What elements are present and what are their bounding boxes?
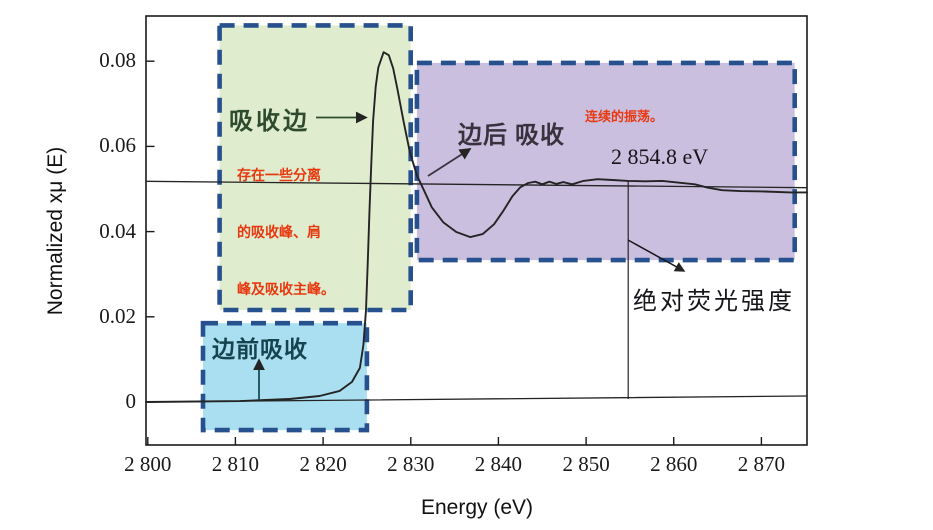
y-tick-label: 0.04 (99, 218, 136, 243)
pre-edge-baseline (145, 395, 808, 403)
post-edge-label: 边后 吸收 (458, 123, 565, 149)
x-tick-label: 2 800 (124, 452, 172, 476)
generated-plot-layer (145, 15, 808, 446)
post-edge-normalization-line (145, 180, 808, 189)
continuous-oscillation-note: 连续的振荡。 (585, 109, 664, 124)
pre-edge-label: 边前吸收 (212, 337, 308, 362)
x-tick-label: 2 840 (474, 452, 523, 476)
x-axis-label: Energy (eV) (420, 496, 534, 519)
edge-note-line-3: 峰及吸收主峰。 (237, 283, 335, 298)
region-pre-edge (200, 320, 370, 433)
x-tick-label: 2 850 (562, 452, 610, 476)
y-tick-label: 0 (125, 388, 137, 413)
absorption-spectrum (145, 51, 808, 403)
region-post-edge (414, 60, 797, 263)
edge-note-line-1: 存在一些分离 (237, 169, 321, 184)
x-tick-label: 2 830 (387, 452, 435, 476)
edge-note-line-2: 的吸收峰、肩 (237, 226, 321, 241)
x-tick-label: 2 820 (299, 452, 347, 476)
absorption-edge-label: 吸收边 (229, 109, 310, 135)
region-absorption-edge (217, 23, 414, 313)
energy-marker-label: 2 854.8 eV (611, 144, 709, 169)
x-tick-label: 2 870 (737, 452, 786, 476)
plot-frame (145, 15, 808, 446)
y-tick-label: 0.02 (99, 303, 136, 328)
absorption-edge-note: 存在一些分离 的吸收峰、肩 峰及吸收主峰。 (237, 129, 335, 338)
x-tick-label: 2 860 (650, 452, 698, 476)
annotation-arrows (253, 111, 686, 400)
fluorescence-pointer-arrow (627, 239, 686, 272)
post-edge-pointer-arrow (427, 148, 472, 177)
y-tick-label: 0.08 (99, 48, 136, 73)
y-tick-label: 0.06 (99, 133, 136, 158)
x-tick-label: 2 810 (211, 452, 260, 476)
absolute-fluorescence-label: 绝对荧光强度 (633, 289, 795, 315)
